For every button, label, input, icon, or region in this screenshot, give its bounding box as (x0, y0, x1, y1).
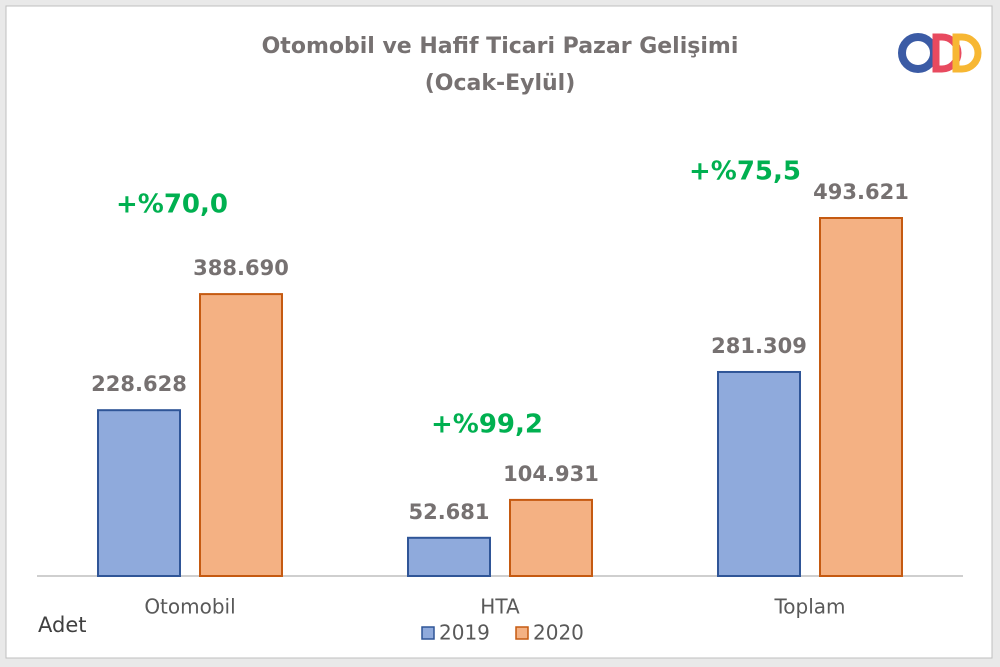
value-label: 493.621 (813, 180, 909, 204)
legend-label: 2020 (533, 621, 584, 645)
chart-subtitle: (Ocak-Eylül) (425, 71, 576, 96)
growth-annotation: +%70,0 (116, 190, 228, 220)
bar (199, 293, 283, 577)
bar (819, 217, 903, 577)
value-label: 228.628 (91, 372, 187, 396)
growth-annotation: +%75,5 (689, 157, 801, 187)
growth-annotation: +%99,2 (431, 410, 543, 440)
x-tick-label: HTA (480, 595, 520, 619)
value-label: 388.690 (193, 256, 289, 280)
legend-swatch (515, 626, 529, 640)
x-tick-label: Toplam (773, 595, 845, 619)
value-label: 52.681 (408, 500, 489, 524)
logo-d2 (952, 33, 982, 73)
logo (898, 33, 982, 73)
bar (407, 536, 491, 578)
bar (97, 409, 181, 578)
x-tick-label: Otomobil (144, 595, 235, 619)
value-label: 104.931 (503, 462, 599, 486)
bar (509, 498, 593, 577)
legend-label: 2019 (439, 621, 490, 645)
legend-swatch (421, 626, 435, 640)
bar (717, 370, 801, 577)
unit-label: Adet (38, 613, 86, 637)
chart-title: Otomobil ve Hafif Ticari Pazar Gelişimi (262, 34, 739, 59)
value-label: 281.309 (711, 334, 807, 358)
